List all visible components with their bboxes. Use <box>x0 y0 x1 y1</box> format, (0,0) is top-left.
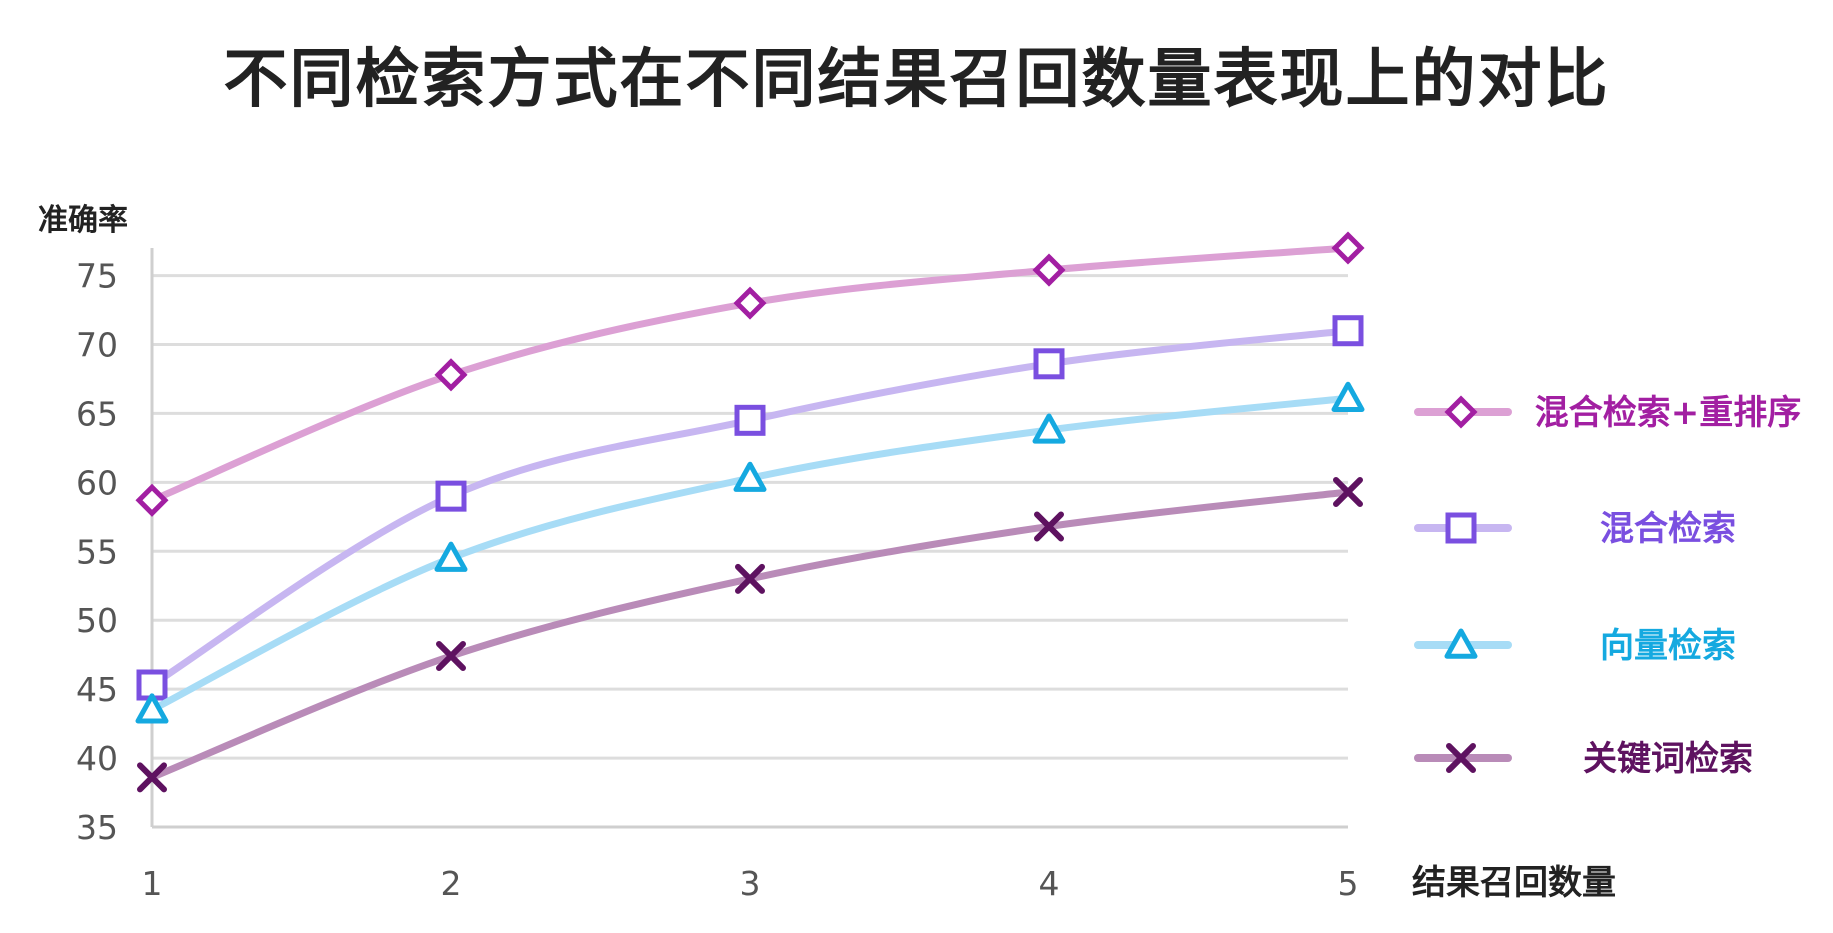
data-point <box>734 404 766 436</box>
data-point <box>434 541 468 572</box>
data-point <box>435 480 467 512</box>
data-point <box>1332 315 1364 347</box>
x-tick-label: 3 <box>740 864 761 903</box>
y-tick-label: 40 <box>76 739 118 778</box>
legend-label: 混合检索+重排序 <box>1535 393 1802 433</box>
legend-marker <box>1445 512 1477 544</box>
legend-label: 向量检索 <box>1600 626 1736 666</box>
x-tick-label: 2 <box>441 864 462 903</box>
data-point <box>436 641 466 672</box>
y-tick-label: 45 <box>76 670 118 709</box>
y-tick-label: 70 <box>76 326 118 365</box>
data-point <box>1331 231 1365 265</box>
x-tick-label: 1 <box>142 864 163 903</box>
legend-marker <box>1446 743 1476 773</box>
chart-title: 不同检索方式在不同结果召回数量表现上的对比 <box>223 43 1610 117</box>
data-point <box>1033 348 1065 380</box>
series-line-3 <box>148 394 1352 714</box>
data-point <box>1032 413 1066 444</box>
y-tick-label: 60 <box>76 463 118 502</box>
data-point <box>733 461 767 492</box>
data-point <box>1034 511 1064 542</box>
data-point <box>135 483 169 517</box>
data-point <box>733 286 767 320</box>
legend-label: 关键词检索 <box>1583 739 1753 779</box>
x-tick-label: 4 <box>1039 864 1060 903</box>
data-point <box>135 693 169 724</box>
data-point <box>1032 253 1066 287</box>
data-point <box>1333 477 1363 508</box>
series-line-4 <box>148 488 1352 781</box>
y-tick-label: 75 <box>76 257 118 296</box>
data-point <box>137 762 167 793</box>
x-tick-label: 5 <box>1338 864 1359 903</box>
x-axis-label: 结果召回数量 <box>1412 863 1616 903</box>
y-tick-label: 50 <box>76 601 118 640</box>
legend-label: 混合检索 <box>1600 509 1736 549</box>
y-tick-label: 35 <box>76 808 118 847</box>
data-point <box>1331 381 1365 412</box>
y-axis-label: 准确率 <box>38 203 128 238</box>
series-line-2 <box>148 327 1352 689</box>
y-tick-label: 65 <box>76 394 118 433</box>
y-tick-label: 55 <box>76 532 118 571</box>
data-point <box>434 358 468 392</box>
legend-marker <box>1444 395 1478 429</box>
legend-marker <box>1444 628 1478 659</box>
data-point <box>735 563 765 594</box>
